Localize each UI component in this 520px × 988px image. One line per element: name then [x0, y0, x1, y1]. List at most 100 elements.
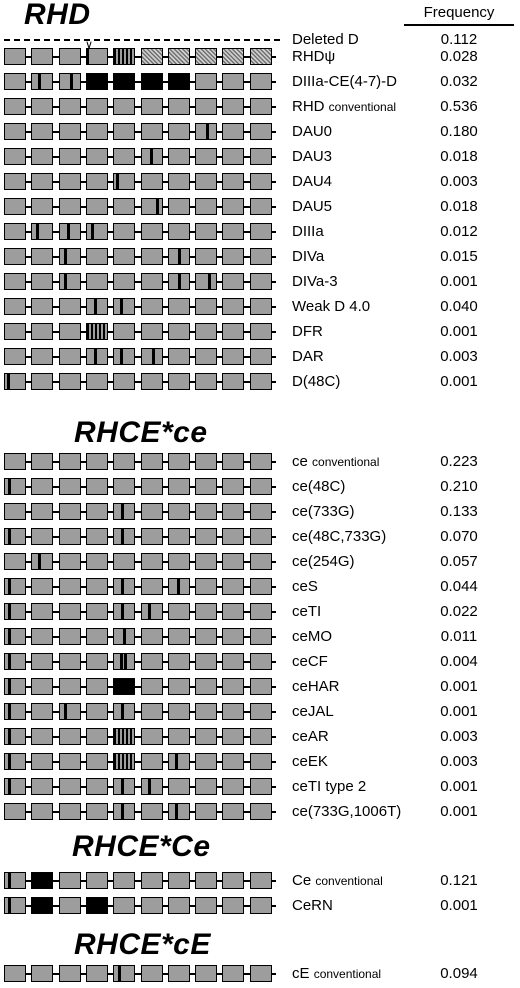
- exon-box: [140, 897, 163, 914]
- allele-connector-line: [4, 880, 276, 882]
- exon-box: [222, 553, 245, 570]
- exon-box: [31, 298, 54, 315]
- exon-box: [58, 373, 81, 390]
- exon-box: [4, 503, 26, 520]
- exon-variant-mark: [90, 224, 94, 239]
- allele-connector-line: [4, 306, 276, 308]
- exon-box: [140, 965, 163, 982]
- exon-box: [140, 298, 163, 315]
- exon-box: [195, 778, 218, 795]
- exon-box: [4, 603, 26, 620]
- exon-box: [58, 148, 81, 165]
- exon-box: [140, 223, 163, 240]
- exon-box: [31, 98, 54, 115]
- exon-variant-mark: [155, 199, 159, 214]
- allele-connector-line: [4, 736, 276, 738]
- exon-box: [4, 173, 26, 190]
- exon-box: [195, 453, 218, 470]
- allele-name: ce(733G,1006T): [292, 804, 401, 819]
- exon-box: [195, 678, 218, 695]
- exon-variant-mark: [38, 74, 42, 89]
- allele-connector-line: [4, 636, 276, 638]
- exon-box: [4, 703, 26, 720]
- exon-box: [113, 323, 136, 340]
- allele-name: ceMO: [292, 629, 332, 644]
- exon-box: [113, 248, 136, 265]
- exon-box: [58, 98, 81, 115]
- allele-name-text: DIVa-3: [292, 273, 338, 290]
- exon-box: [58, 965, 81, 982]
- allele-frequency: 0.015: [440, 248, 478, 265]
- allele-name-text: DAU3: [292, 148, 333, 165]
- exon-box: [140, 123, 163, 140]
- exon-box: [249, 678, 272, 695]
- exon-box: [167, 453, 190, 470]
- exon-box: [85, 373, 108, 390]
- exon-box: [85, 578, 108, 595]
- allele-frequency: 0.180: [440, 123, 478, 140]
- exon-box: [195, 48, 218, 65]
- exon-box: [113, 273, 136, 290]
- allele-connector-line: [4, 686, 276, 688]
- exon-box: [249, 503, 272, 520]
- exon-variant-mark: [36, 224, 40, 239]
- allele-name-text: ce(254G): [292, 553, 355, 570]
- exon-box: [4, 478, 26, 495]
- exon-box: [31, 628, 54, 645]
- exon-box: [195, 653, 218, 670]
- group-title-rhce-Ce: RHCE*Ce: [72, 830, 211, 863]
- allele-name-text: Weak D 4.0: [292, 298, 371, 315]
- allele-frequency: 0.094: [440, 965, 478, 982]
- exon-box: [85, 478, 108, 495]
- allele-name: DAR: [292, 349, 324, 364]
- exon-box: [167, 965, 190, 982]
- exon-box: [85, 248, 108, 265]
- exon-box: [58, 653, 81, 670]
- exon-box: [249, 703, 272, 720]
- exon-box: [167, 248, 190, 265]
- exon-box: [58, 803, 81, 820]
- allele-connector-line: [4, 561, 276, 563]
- exon-box: [85, 73, 108, 90]
- exon-box: [195, 323, 218, 340]
- exon-box: [167, 503, 190, 520]
- exon-box: [31, 373, 54, 390]
- exon-box: [222, 478, 245, 495]
- allele-name: RHD conventional: [292, 99, 396, 114]
- exon-box: [113, 123, 136, 140]
- exon-box: [249, 803, 272, 820]
- exon-box: [249, 478, 272, 495]
- exon-box: [140, 273, 163, 290]
- exon-box: [4, 653, 26, 670]
- exon-box: [249, 73, 272, 90]
- exon-box: [113, 298, 136, 315]
- exon-box: [222, 298, 245, 315]
- exon-box: [85, 298, 108, 315]
- exon-box: [85, 753, 108, 770]
- exon-variant-mark: [149, 149, 153, 164]
- allele-name-text: ceS: [292, 578, 318, 595]
- exon-box: [113, 965, 136, 982]
- exon-box: [85, 223, 108, 240]
- deleted-d-dashed-line: [4, 39, 280, 41]
- allele-name-text: ceEK: [292, 753, 328, 770]
- group-title-rhce-ce: RHCE*ce: [74, 416, 208, 449]
- allele-frequency: 0.001: [440, 273, 478, 290]
- exon-box: [167, 298, 190, 315]
- exon-box: [58, 173, 81, 190]
- exon-variant-mark: [66, 224, 70, 239]
- exon-box: [195, 298, 218, 315]
- exon-box: [31, 148, 54, 165]
- exon-box: [140, 98, 163, 115]
- allele-name: DFR: [292, 324, 323, 339]
- allele-frequency: 0.001: [440, 803, 478, 820]
- exon-box: [140, 198, 163, 215]
- exon-variant-mark: [8, 729, 11, 744]
- exon-box: [140, 503, 163, 520]
- exon-box: [4, 965, 26, 982]
- exon-box: [140, 173, 163, 190]
- exon-box: [222, 528, 245, 545]
- allele-frequency: 0.057: [440, 553, 478, 570]
- allele-frequency: 0.003: [440, 173, 478, 190]
- exon-box: [222, 48, 245, 65]
